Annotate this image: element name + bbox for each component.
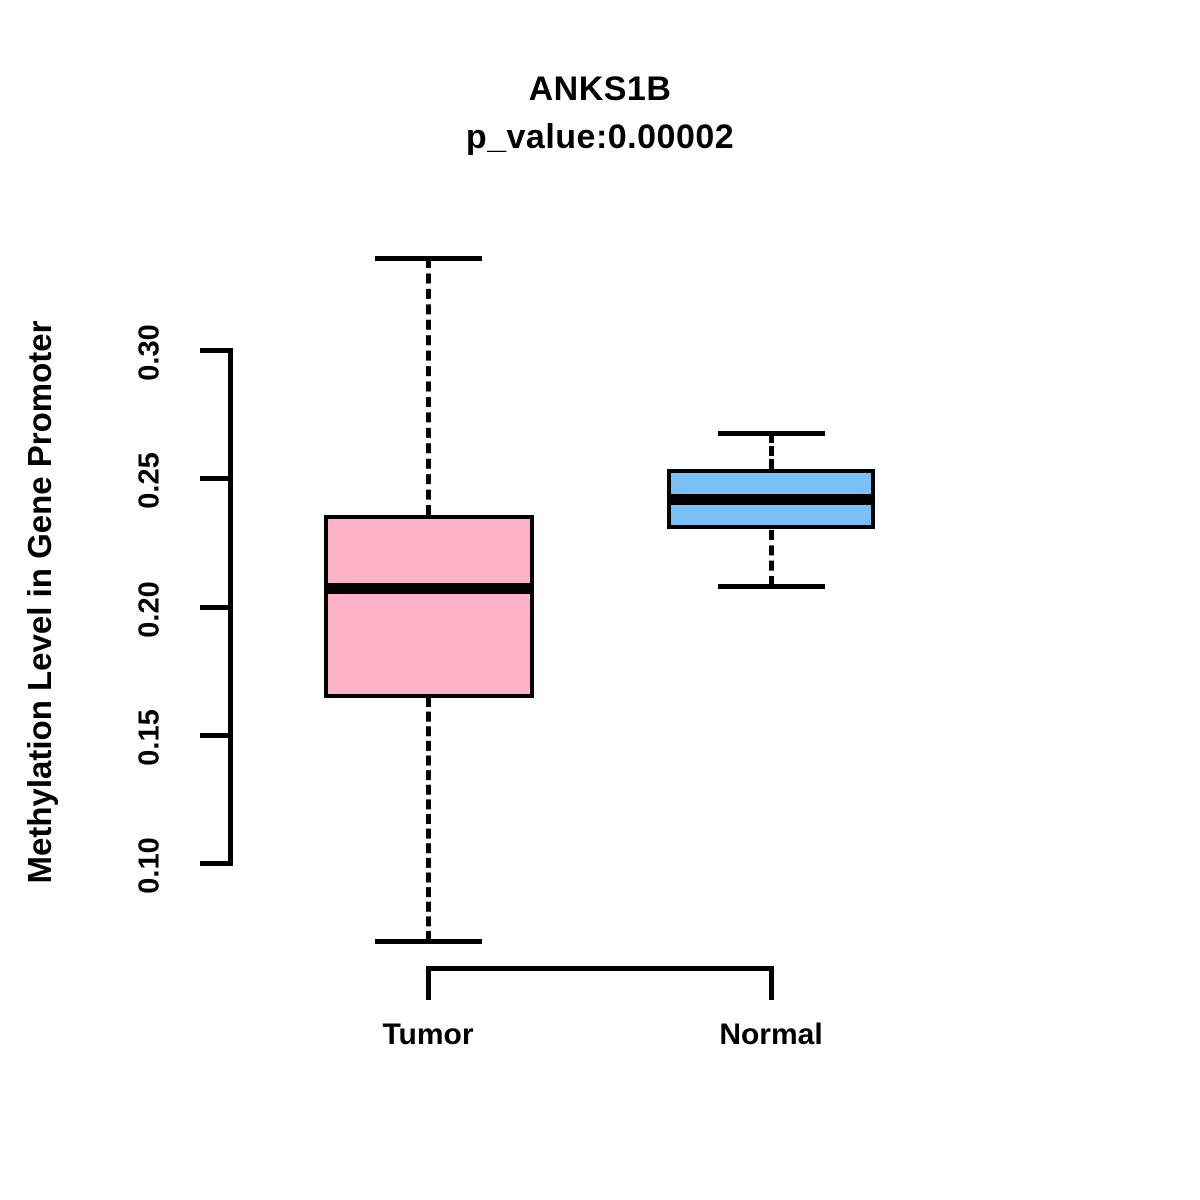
y-axis-label: Methylation Level in Gene Promoter	[21, 320, 58, 884]
y-tick-mark-0.25	[200, 476, 231, 481]
y-tick-mark-0.30	[200, 348, 231, 353]
normal-upper-whisker-cap	[718, 431, 825, 436]
y-tick-label-3: 0.15	[133, 709, 166, 766]
y-tick-mark-0.15	[200, 733, 231, 738]
tumor-lower-whisker-cap	[375, 939, 482, 944]
tumor-lower-whisker	[426, 697, 431, 941]
x-tick-mark-normal	[769, 966, 774, 1000]
normal-lower-whisker-cap	[718, 584, 825, 589]
tumor-box	[324, 515, 534, 698]
tumor-median-line	[324, 583, 534, 594]
x-tick-label-normal: Normal	[719, 1018, 823, 1051]
normal-lower-whisker	[769, 530, 774, 586]
y-tick-label-4: 0.10	[133, 837, 166, 894]
tumor-upper-whisker	[426, 258, 431, 515]
y-tick-mark-0.10	[200, 861, 231, 866]
chart-subtitle-pvalue: p_value:0.00002	[465, 118, 735, 156]
y-tick-label-1: 0.25	[133, 452, 166, 509]
y-tick-mark-0.20	[200, 605, 231, 610]
normal-upper-whisker	[769, 433, 774, 469]
x-tick-label-tumor: Tumor	[382, 1018, 474, 1051]
normal-median-line	[667, 494, 875, 505]
y-tick-label-0: 0.30	[133, 324, 166, 381]
tumor-upper-whisker-cap	[375, 256, 482, 261]
chart-title: ANKS1B	[528, 70, 672, 108]
y-tick-label-2: 0.20	[133, 581, 166, 638]
x-tick-mark-tumor	[426, 966, 431, 1000]
x-axis-line	[426, 966, 774, 971]
